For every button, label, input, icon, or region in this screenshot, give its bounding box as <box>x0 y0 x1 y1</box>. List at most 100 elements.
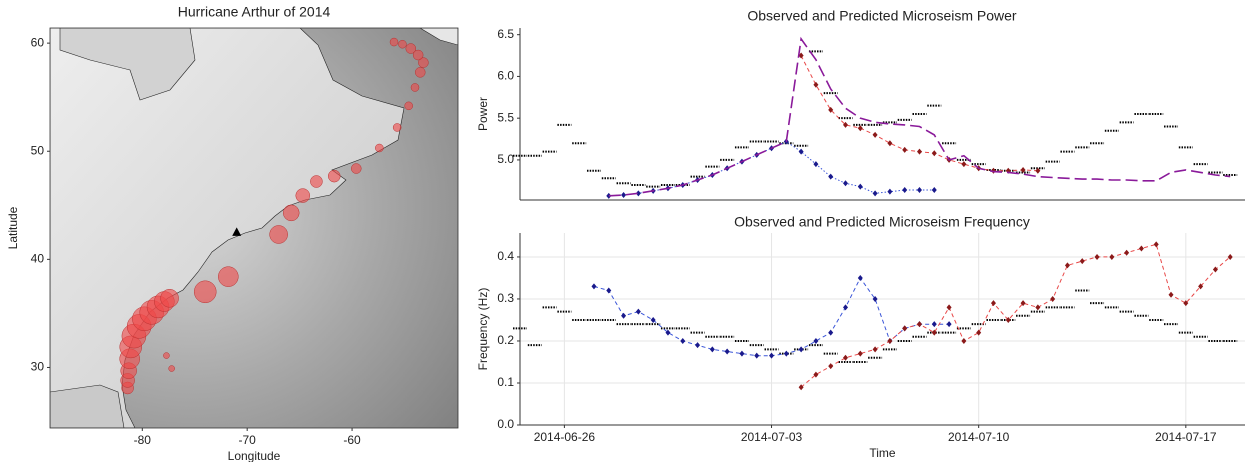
diamond-marker <box>1109 254 1114 260</box>
y-tick-label: 0.2 <box>497 333 514 347</box>
x-tick-label: 2014-07-17 <box>1155 430 1217 444</box>
y-tick-label: 5.0 <box>497 152 514 166</box>
y-tick-label: 0.0 <box>497 417 514 431</box>
diamond-marker <box>991 300 996 306</box>
y-axis-label: Power <box>476 97 490 131</box>
figure: Hurricane Arthur of 201430405060-80-70-6… <box>0 0 1250 462</box>
storm-bubble <box>310 176 322 188</box>
y-tick-label: 50 <box>31 143 45 157</box>
diamond-marker <box>976 330 981 336</box>
diamond-marker <box>947 321 952 327</box>
storm-bubble <box>351 164 361 174</box>
storm-bubble <box>328 170 340 182</box>
diamond-marker <box>887 338 892 344</box>
storm-bubble <box>218 267 238 287</box>
storm-bubble <box>390 38 398 46</box>
storm-bubble <box>398 40 406 48</box>
diamond-marker <box>754 353 759 359</box>
x-axis-label: Longitude <box>228 449 281 462</box>
chart-title: Observed and Predicted Microseism Power <box>747 8 1017 24</box>
x-tick-label: 2014-07-03 <box>741 430 803 444</box>
diamond-marker <box>902 187 907 193</box>
diamond-marker <box>917 187 922 193</box>
diamond-marker <box>591 283 596 289</box>
chart-title: Hurricane Arthur of 2014 <box>178 4 331 20</box>
diamond-marker <box>1139 246 1144 252</box>
diamond-marker <box>1050 296 1055 302</box>
diamond-marker <box>828 330 833 336</box>
diamond-marker <box>636 309 641 315</box>
storm-bubble <box>375 144 383 152</box>
x-tick-label: 2014-06-26 <box>534 430 596 444</box>
diamond-marker <box>1124 250 1129 256</box>
diamond-marker <box>725 348 730 354</box>
diamond-marker <box>843 355 848 361</box>
series-line <box>609 39 1230 196</box>
diamond-marker <box>932 321 937 327</box>
diamond-marker <box>813 338 818 344</box>
y-tick-label: 0.3 <box>497 291 514 305</box>
x-tick-label: -60 <box>343 433 361 447</box>
y-tick-label: 0.1 <box>497 375 514 389</box>
diamond-marker <box>710 346 715 352</box>
storm-bubble <box>163 353 169 359</box>
storm-bubble <box>169 366 175 372</box>
diamond-marker <box>799 346 804 352</box>
y-tick-label: 6.0 <box>497 69 514 83</box>
y-tick-label: 0.4 <box>497 249 514 263</box>
diamond-marker <box>1169 292 1174 298</box>
y-axis-label: Latitude <box>6 206 20 249</box>
diamond-marker <box>902 325 907 331</box>
diamond-marker <box>1080 258 1085 264</box>
diamond-marker <box>1065 262 1070 268</box>
diamond-marker <box>1154 241 1159 247</box>
diamond-marker <box>828 363 833 369</box>
diamond-marker <box>873 346 878 352</box>
diamond-marker <box>828 174 833 180</box>
diamond-marker <box>739 351 744 357</box>
diamond-marker <box>784 351 789 357</box>
diamond-marker <box>873 132 878 138</box>
diamond-marker <box>932 150 937 156</box>
storm-bubble <box>411 83 419 91</box>
x-tick-label: -70 <box>239 433 257 447</box>
storm-bubble <box>194 281 216 303</box>
storm-bubble <box>161 289 179 307</box>
storm-bubble <box>405 102 413 110</box>
diamond-marker <box>1095 254 1100 260</box>
y-tick-label: 60 <box>31 35 45 49</box>
y-tick-label: 30 <box>31 360 45 374</box>
y-tick-label: 6.5 <box>497 27 514 41</box>
diamond-marker <box>873 190 878 196</box>
diamond-marker <box>858 351 863 357</box>
diamond-marker <box>961 338 966 344</box>
map-background <box>50 28 458 428</box>
diamond-marker <box>961 161 966 167</box>
diamond-marker <box>606 288 611 294</box>
x-tick-label: 2014-07-10 <box>948 430 1010 444</box>
storm-bubble <box>296 189 310 203</box>
y-tick-label: 5.5 <box>497 110 514 124</box>
diamond-marker <box>887 189 892 195</box>
x-axis-label: Time <box>869 446 896 460</box>
diamond-marker <box>621 313 626 319</box>
diamond-marker <box>902 147 907 153</box>
diamond-marker <box>843 180 848 186</box>
storm-bubble <box>283 205 299 221</box>
diamond-marker <box>858 184 863 190</box>
x-tick-label: -80 <box>134 433 152 447</box>
storm-bubble <box>406 44 416 54</box>
chart-title: Observed and Predicted Microseism Freque… <box>734 214 1030 230</box>
diamond-marker <box>917 149 922 155</box>
storm-bubble <box>393 123 401 131</box>
diamond-marker <box>695 342 700 348</box>
gulf-water <box>50 385 124 428</box>
diamond-marker <box>1035 304 1040 310</box>
diamond-marker <box>858 125 863 131</box>
diamond-marker <box>947 304 952 310</box>
series-line <box>801 244 1230 387</box>
diamond-marker <box>680 338 685 344</box>
diamond-marker <box>621 192 626 198</box>
diamond-marker <box>887 140 892 146</box>
storm-bubble <box>415 67 425 77</box>
